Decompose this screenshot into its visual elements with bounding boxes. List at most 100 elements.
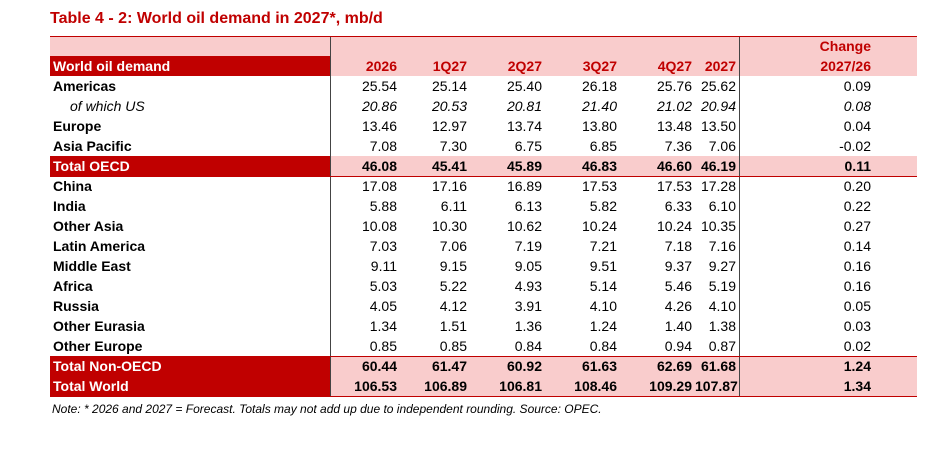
row-label: Other Europe (53, 338, 143, 354)
table-note: Note: * 2026 and 2027 = Forecast. Totals… (52, 402, 602, 416)
cell-value: 25.76 (656, 78, 692, 94)
cell-value: 0.27 (843, 218, 871, 234)
rule (50, 36, 917, 37)
cell-value: 9.15 (439, 258, 467, 274)
header-cell: World oil demand (50, 56, 330, 76)
cell-value: 16.89 (506, 178, 542, 194)
cell-value: 25.54 (361, 78, 397, 94)
cell-value: 1.24 (589, 318, 617, 334)
cell-value: 0.85 (439, 338, 467, 354)
cell-value: 0.05 (843, 298, 871, 314)
rule (50, 176, 917, 177)
cell-value: 20.81 (506, 98, 542, 114)
row-label: Russia (53, 298, 99, 314)
cell-value: 0.84 (589, 338, 617, 354)
cell-value: 10.24 (581, 218, 617, 234)
cell-value: 6.33 (664, 198, 692, 214)
cell-value: 4.12 (439, 298, 467, 314)
cell-value: 0.02 (843, 338, 871, 354)
cell-value: 0.08 (843, 98, 871, 114)
cell-value: 107.87 (695, 376, 739, 396)
cell-value: 0.16 (843, 258, 871, 274)
cell-value: 21.02 (656, 98, 692, 114)
cell-value: 4.10 (708, 298, 736, 314)
cell-value: 5.14 (589, 278, 617, 294)
cell-value: 7.06 (439, 238, 467, 254)
header-cell: 3Q27 (545, 56, 620, 76)
cell-value: 106.81 (470, 376, 545, 396)
cell-value: 4.26 (664, 298, 692, 314)
cell-value: 106.53 (330, 376, 400, 396)
cell-value: 1.38 (708, 318, 736, 334)
header-cell: 2Q27 (470, 56, 545, 76)
cell-value: 7.16 (708, 238, 736, 254)
row-label: Middle East (53, 258, 131, 274)
cell-value: 10.35 (700, 218, 736, 234)
cell-value: 17.53 (656, 178, 692, 194)
cell-value: 5.22 (439, 278, 467, 294)
cell-value: 0.84 (514, 338, 542, 354)
row-label: China (53, 178, 92, 194)
cell-value: 9.05 (514, 258, 542, 274)
header-cell: 4Q27 (620, 56, 695, 76)
cell-value: 5.88 (369, 198, 397, 214)
cell-value: 0.22 (843, 198, 871, 214)
cell-value: 25.40 (506, 78, 542, 94)
cell-value: 106.89 (400, 376, 470, 396)
row-label: Total OECD (50, 156, 330, 176)
cell-value: 17.16 (431, 178, 467, 194)
cell-value: 25.14 (431, 78, 467, 94)
cell-value: 7.08 (369, 138, 397, 154)
cell-value: 1.40 (664, 318, 692, 334)
cell-value: 13.50 (700, 118, 736, 134)
cell-value: 1.36 (514, 318, 542, 334)
cell-value: 7.21 (589, 238, 617, 254)
cell-value: 9.27 (708, 258, 736, 274)
cell-value: 17.28 (700, 178, 736, 194)
cell-value: 60.44 (330, 356, 400, 376)
cell-value: 6.11 (440, 198, 467, 214)
cell-value: 7.36 (664, 138, 692, 154)
cell-value: 10.30 (431, 218, 467, 234)
cell-value: 7.19 (514, 238, 542, 254)
cell-value: 61.63 (545, 356, 620, 376)
cell-value: 61.47 (400, 356, 470, 376)
row-label: Africa (53, 278, 93, 294)
cell-value: 46.19 (695, 156, 739, 176)
cell-value: 6.75 (514, 138, 542, 154)
cell-value: 5.19 (708, 278, 736, 294)
cell-value: 1.24 (739, 356, 897, 376)
cell-value: 9.11 (370, 258, 397, 274)
cell-value: 0.09 (843, 78, 871, 94)
cell-value: 20.86 (361, 98, 397, 114)
cell-value: 7.06 (708, 138, 736, 154)
cell-value: 9.37 (664, 258, 692, 274)
cell-value: 17.08 (361, 178, 397, 194)
header-cell: 2027/26 (739, 56, 897, 76)
row-label: Americas (53, 78, 117, 94)
cell-value: 0.85 (369, 338, 397, 354)
cell-value: 0.11 (739, 156, 897, 176)
cell-value: 20.53 (431, 98, 467, 114)
cell-value: 26.18 (581, 78, 617, 94)
cell-value: 13.46 (361, 118, 397, 134)
cell-value: 4.10 (589, 298, 617, 314)
cell-value: 1.51 (439, 318, 467, 334)
cell-value: 9.51 (589, 258, 617, 274)
cell-value: 3.91 (514, 298, 542, 314)
header-cell: 1Q27 (400, 56, 470, 76)
row-label: Asia Pacific (53, 138, 132, 154)
cell-value: 0.03 (843, 318, 871, 334)
cell-value: 10.24 (656, 218, 692, 234)
cell-value: 46.60 (620, 156, 695, 176)
cell-value: 7.18 (664, 238, 692, 254)
cell-value: 60.92 (470, 356, 545, 376)
cell-value: 0.94 (664, 338, 692, 354)
cell-value: 108.46 (545, 376, 620, 396)
cell-value: 4.05 (369, 298, 397, 314)
cell-value: 13.48 (656, 118, 692, 134)
row-label: of which US (70, 98, 145, 114)
cell-value: 6.13 (514, 198, 542, 214)
cell-value: 5.46 (664, 278, 692, 294)
column-rule (330, 36, 331, 396)
